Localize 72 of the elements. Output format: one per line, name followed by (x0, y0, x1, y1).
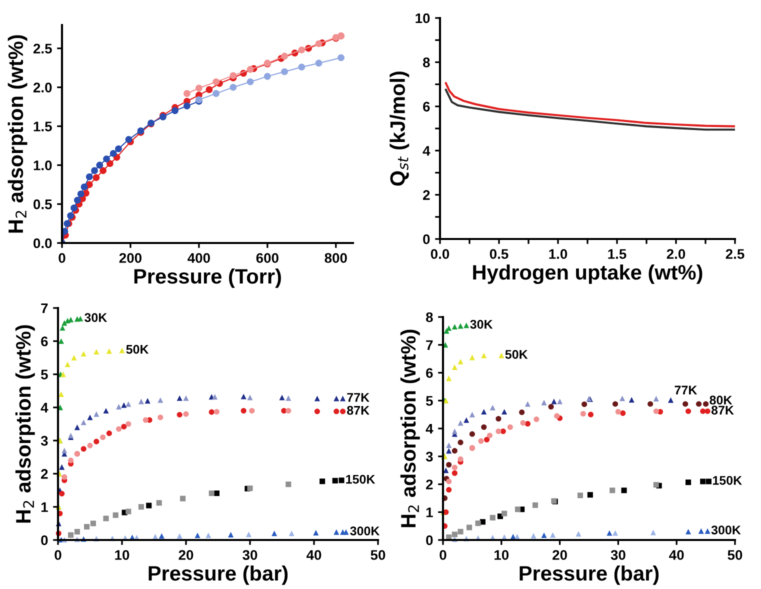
y-tick-label: 3 (426, 452, 433, 462)
x-tick-label: 800 (324, 253, 347, 263)
y-tick-label: 1.5 (34, 122, 52, 132)
series-label: 300K (711, 526, 741, 534)
x-tick-label: 400 (188, 253, 210, 263)
x-tick-label: 40 (669, 550, 684, 560)
x-tick-label: 40 (306, 550, 322, 560)
y-tick-label: 6 (423, 102, 430, 112)
x-tick-label: 20 (552, 550, 567, 560)
y-tick-label: 6 (426, 368, 433, 378)
x-tick-label: 30 (610, 550, 626, 560)
y-tick-label: 5 (426, 396, 433, 406)
x-tick-label: 0.5 (490, 249, 508, 259)
y-tick-label: 1.0 (34, 160, 52, 170)
x-tick-label: 50 (728, 550, 742, 560)
y-tick-label: 0.5 (34, 199, 52, 210)
x-tick-label: 1.0 (549, 249, 568, 259)
y-tick-label: 0 (41, 535, 48, 546)
x-tick-label: 200 (119, 253, 142, 263)
y-tick-label: 2.0 (33, 82, 52, 92)
x-tick-label: 0 (58, 253, 66, 263)
y-tick-label: 5 (40, 370, 48, 380)
y-tick-label: 2 (426, 480, 433, 490)
series-label: 87K (711, 406, 734, 415)
y-tick-label: 6 (41, 336, 48, 346)
y-axis-title: H$_{2}$ adsorption (wt%) (15, 325, 35, 523)
y-tick-label: 1 (41, 502, 48, 512)
y-tick-label: 0 (423, 234, 430, 244)
y-tick-label: 0.0 (34, 238, 52, 248)
y-tick-label: 2 (423, 190, 430, 200)
y-tick-label: 0 (426, 535, 433, 546)
series-label: 77K (347, 393, 370, 402)
x-tick-label: 10 (115, 550, 130, 560)
y-axis-title: Q$_{st}$ (kJ/mol) (390, 72, 410, 186)
series-label: 50K (505, 350, 528, 359)
y-tick-label: 10 (416, 13, 430, 24)
x-axis-title: Pressure (bar) (148, 565, 288, 585)
x-axis-title: Pressure (Torr) (134, 268, 281, 288)
y-axis-title: H$_{2}$ adsorption (wt%) (8, 35, 28, 233)
x-axis-title: Hydrogen uptake (wt%) (473, 264, 702, 284)
series-label: 80K (710, 396, 732, 405)
x-tick-label: 50 (370, 550, 386, 560)
y-tick-label: 4 (422, 146, 430, 156)
y-tick-label: 7 (426, 340, 433, 350)
series-label: 50K (126, 344, 149, 354)
y-tick-label: 2.5 (33, 44, 52, 54)
x-tick-label: 10 (494, 550, 509, 560)
series-label: 87K (347, 406, 370, 415)
y-tick-label: 7 (41, 303, 48, 314)
series-label: 300K (350, 526, 380, 536)
y-tick-label: 1 (426, 508, 433, 518)
x-tick-label: 0 (440, 550, 446, 560)
series-label: 30K (84, 313, 108, 322)
y-tick-label: 3 (40, 436, 48, 446)
series-label: 150K (346, 474, 376, 484)
x-tick-label: 0 (54, 550, 62, 560)
y-axis-title: H$_{2}$ adsorption (wt%) (400, 330, 420, 528)
x-tick-label: 2.0 (666, 249, 686, 259)
y-tick-label: 8 (426, 312, 433, 322)
series-label: 30K (470, 320, 493, 329)
y-tick-label: 4 (40, 402, 48, 412)
x-tick-label: 20 (178, 550, 194, 560)
x-tick-label: 1.5 (608, 249, 626, 259)
y-tick-label: 8 (422, 58, 430, 68)
x-tick-label: 30 (242, 550, 258, 560)
y-tick-label: 2 (41, 469, 48, 479)
x-tick-label: 600 (256, 253, 278, 263)
series-label: 150K (713, 476, 742, 485)
x-axis-title: Pressure (bar) (520, 565, 659, 585)
y-tick-label: 4 (426, 424, 434, 434)
x-tick-label: 2.5 (726, 249, 744, 259)
series-label: 77K (674, 386, 698, 394)
